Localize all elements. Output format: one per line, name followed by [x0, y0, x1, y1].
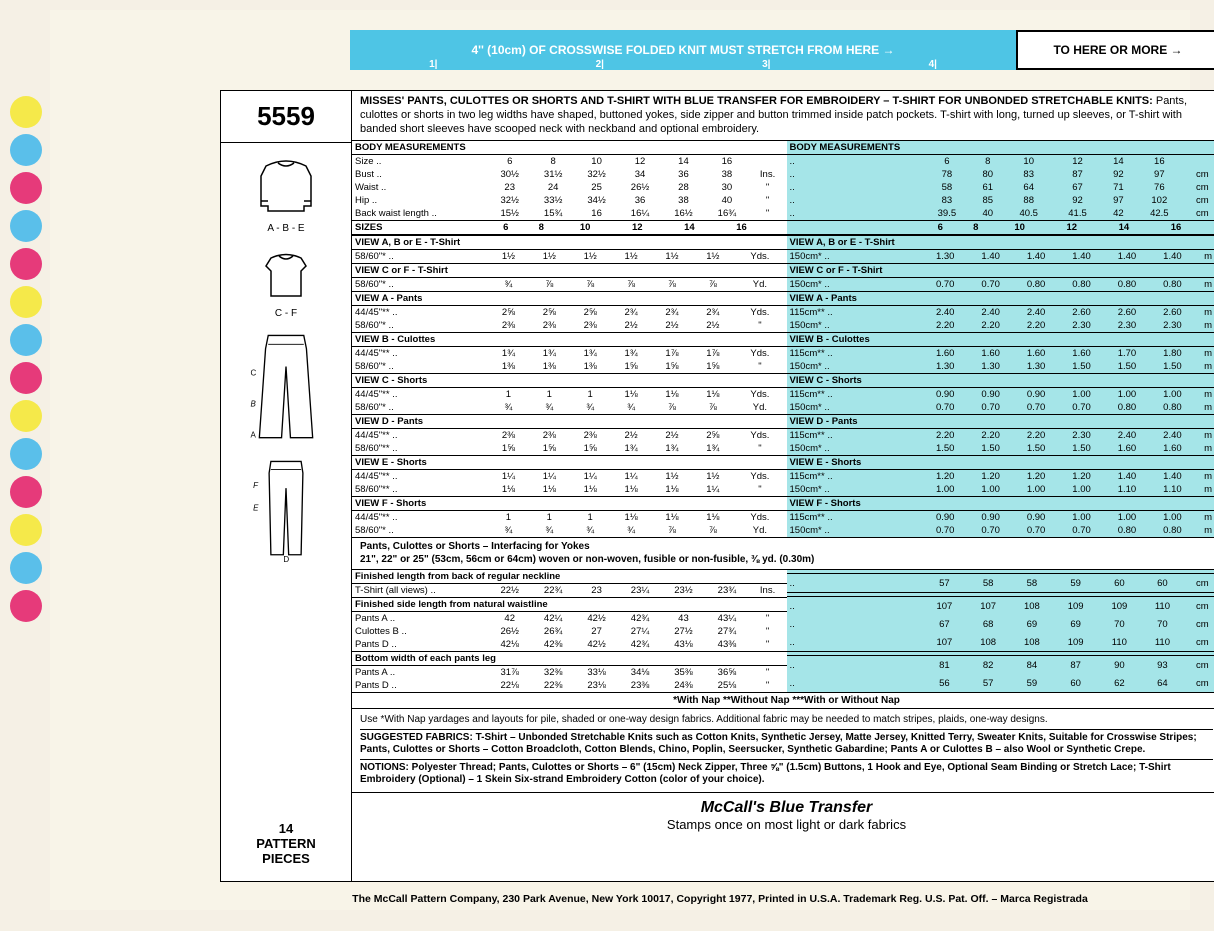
stretch-gauge: 4'' (10cm) OF CROSSWISE FOLDED KNIT MUST… — [350, 30, 1214, 70]
sketch-top-long — [246, 151, 326, 221]
stretch-gauge-blue: 4'' (10cm) OF CROSSWISE FOLDED KNIT MUST… — [350, 30, 1016, 70]
stretch-gauge-target: TO HERE OR MORE → — [1016, 30, 1214, 70]
sizes-imperial: SIZES6810121416 — [352, 221, 787, 235]
stretch-instruction: 4'' (10cm) OF CROSSWISE FOLDED KNIT MUST… — [471, 43, 894, 57]
main-content-box: 5559 A - B - E C - F C B A F E — [220, 90, 1214, 882]
sketch-label-abe: A - B - E — [267, 223, 304, 234]
finished-imperial: Finished length from back of regular nec… — [352, 570, 787, 692]
note-notions: NOTIONS: Polyester Thread; Pants, Culott… — [360, 759, 1213, 789]
svg-text:F: F — [253, 481, 259, 490]
nap-legend: *With Nap **Without Nap ***With or Witho… — [352, 693, 1214, 709]
svg-text:A: A — [250, 431, 256, 440]
finished-metric: ..575858596060cm ..107107108109109110cm … — [787, 570, 1214, 692]
note-fabrics: SUGGESTED FABRICS: T-Shirt – Unbonded St… — [360, 729, 1213, 759]
finished-tables: Finished length from back of regular nec… — [352, 570, 1214, 693]
interfacing-note: Pants, Culottes or Shorts – Interfacing … — [352, 538, 1214, 570]
yardage-imperial: VIEW A, B or E - T-Shirt58/60"* ..1½1½1½… — [352, 236, 787, 537]
sidebar: 5559 A - B - E C - F C B A F E — [221, 91, 352, 881]
content-column: MISSES' PANTS, CULOTTES OR SHORTS AND T-… — [352, 91, 1214, 881]
blue-transfer-title: McCall's Blue Transfer — [358, 799, 1214, 817]
svg-text:C: C — [250, 368, 256, 377]
registration-dots — [10, 90, 50, 628]
note-nap: Use *With Nap yardages and layouts for p… — [360, 712, 1213, 729]
blue-transfer-sub: Stamps once on most light or dark fabric… — [358, 817, 1214, 832]
body-meas-metric: BODY MEASUREMENTS ..6810121416 ..7880838… — [787, 141, 1214, 220]
stretch-ticks: 1| 2| 3| 4| — [350, 59, 1016, 70]
pattern-pieces-count: 14 PATTERN PIECES — [251, 811, 320, 881]
body-measurements-tables: BODY MEASUREMENTSSize ..6810121416Bust .… — [352, 141, 1214, 221]
sizes-metric: 6810121416 — [787, 221, 1214, 235]
pattern-back-envelope: 4'' (10cm) OF CROSSWISE FOLDED KNIT MUST… — [50, 10, 1190, 910]
sizes-row: SIZES6810121416 6810121416 — [352, 221, 1214, 236]
body-meas-imperial: BODY MEASUREMENTSSize ..6810121416Bust .… — [352, 141, 787, 220]
yardage-tables: VIEW A, B or E - T-Shirt58/60"* ..1½1½1½… — [352, 236, 1214, 538]
yardage-metric: VIEW A, B or E - T-Shirt150cm* ..1.301.4… — [787, 236, 1214, 537]
notes-section: Use *With Nap yardages and layouts for p… — [352, 709, 1214, 792]
copyright-footer: The McCall Pattern Company, 230 Park Ave… — [220, 893, 1214, 905]
svg-text:B: B — [250, 400, 256, 409]
sketch-pants-narrow: F E D — [246, 457, 326, 564]
description: MISSES' PANTS, CULOTTES OR SHORTS AND T-… — [352, 91, 1214, 141]
desc-title: MISSES' PANTS, CULOTTES OR SHORTS AND T-… — [360, 95, 1153, 107]
sketch-label-cf: C - F — [275, 308, 297, 319]
sketch-top-short — [246, 246, 326, 306]
pattern-number: 5559 — [221, 91, 351, 143]
svg-text:E: E — [253, 503, 259, 512]
sketch-pants-wide: C B A — [246, 331, 326, 447]
svg-text:D: D — [283, 554, 289, 563]
blue-transfer-box: McCall's Blue Transfer Stamps once on mo… — [352, 792, 1214, 838]
